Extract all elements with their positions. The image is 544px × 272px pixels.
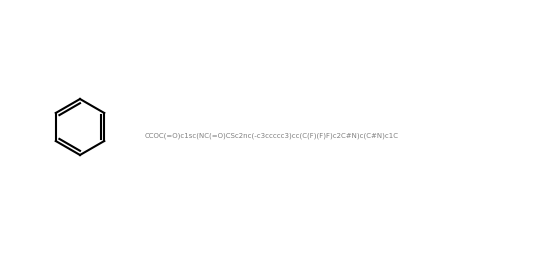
Text: CCOC(=O)c1sc(NC(=O)CSc2nc(-c3ccccc3)cc(C(F)(F)F)c2C#N)c(C#N)c1C: CCOC(=O)c1sc(NC(=O)CSc2nc(-c3ccccc3)cc(C… (145, 133, 399, 139)
